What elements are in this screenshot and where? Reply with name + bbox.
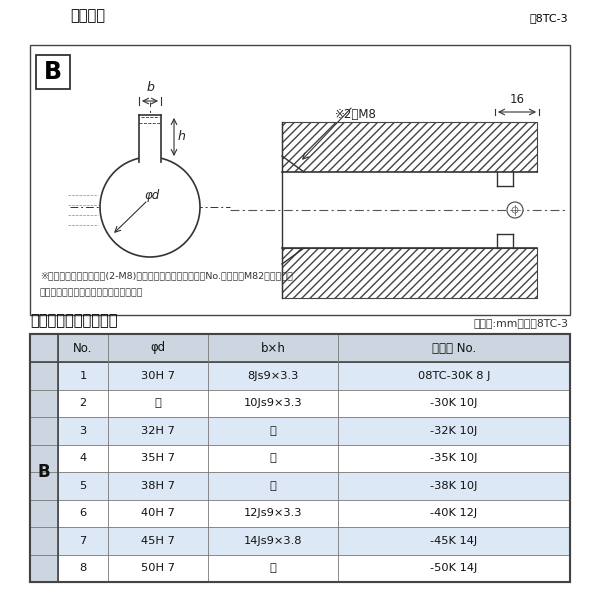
Text: 〃: 〃 <box>269 563 277 573</box>
Bar <box>58 417 570 445</box>
Text: 7: 7 <box>79 536 86 546</box>
Text: ※2－M8: ※2－M8 <box>335 108 377 121</box>
Bar <box>58 389 570 417</box>
Text: -32K 10J: -32K 10J <box>430 426 478 436</box>
Bar <box>30 334 570 582</box>
Text: 08TC-30K 8 J: 08TC-30K 8 J <box>418 371 490 381</box>
Bar <box>139 113 161 161</box>
Text: 32H 7: 32H 7 <box>141 426 175 436</box>
Text: φd: φd <box>151 341 166 355</box>
Circle shape <box>507 202 523 218</box>
Text: 4: 4 <box>79 453 86 463</box>
Text: 16: 16 <box>509 93 524 106</box>
Text: -38K 10J: -38K 10J <box>430 481 478 491</box>
Text: 〃: 〃 <box>269 481 277 491</box>
Text: 45H 7: 45H 7 <box>141 536 175 546</box>
Text: 14Js9×3.8: 14Js9×3.8 <box>244 536 302 546</box>
Bar <box>30 334 570 362</box>
Text: 10Js9×3.3: 10Js9×3.3 <box>244 398 302 408</box>
Text: 軸穴形状コード一覧表: 軸穴形状コード一覧表 <box>30 313 118 328</box>
Text: h: h <box>178 130 186 143</box>
Bar <box>30 334 570 582</box>
Text: 38H 7: 38H 7 <box>141 481 175 491</box>
Bar <box>58 362 570 389</box>
Text: 〃: 〃 <box>269 453 277 463</box>
Bar <box>58 445 570 472</box>
Text: -35K 10J: -35K 10J <box>430 453 478 463</box>
Text: コード No.: コード No. <box>432 341 476 355</box>
Text: B: B <box>38 463 50 481</box>
Text: -50K 14J: -50K 14J <box>430 563 478 573</box>
Bar <box>282 172 537 248</box>
Circle shape <box>100 157 200 257</box>
Text: 35H 7: 35H 7 <box>141 453 175 463</box>
Bar <box>30 45 570 315</box>
Bar <box>58 472 570 499</box>
Bar <box>282 248 537 298</box>
Text: （単位:mm）　表8TC-3: （単位:mm） 表8TC-3 <box>473 318 568 328</box>
Text: b: b <box>146 81 154 94</box>
Text: 〃: 〃 <box>155 398 161 408</box>
Text: φd: φd <box>145 188 160 202</box>
Text: No.: No. <box>73 341 92 355</box>
Text: 1: 1 <box>79 371 86 381</box>
Bar <box>58 527 570 554</box>
Bar <box>30 362 58 582</box>
Text: -30K 10J: -30K 10J <box>430 398 478 408</box>
Text: B: B <box>44 60 62 84</box>
Text: 〃: 〃 <box>269 426 277 436</box>
Text: 6: 6 <box>79 508 86 518</box>
Text: 図8TC-3: 図8TC-3 <box>529 13 568 23</box>
Circle shape <box>512 207 518 213</box>
Text: 2: 2 <box>79 398 86 408</box>
Text: -45K 14J: -45K 14J <box>430 536 478 546</box>
Text: （セットボルトは付属されています。）: （セットボルトは付属されています。） <box>40 288 143 297</box>
Bar <box>58 499 570 527</box>
Text: 30H 7: 30H 7 <box>141 371 175 381</box>
Text: 軸穴形状: 軸穴形状 <box>70 8 105 23</box>
Text: 50H 7: 50H 7 <box>141 563 175 573</box>
Bar <box>58 554 570 582</box>
Text: 3: 3 <box>79 426 86 436</box>
Bar <box>282 122 537 172</box>
Text: 5: 5 <box>79 481 86 491</box>
Text: 40H 7: 40H 7 <box>141 508 175 518</box>
Bar <box>36 55 70 89</box>
Text: ※セットボルト用タップ(2-M8)が必要な場合は右記コードNo.の末尾にM82を付ける。: ※セットボルト用タップ(2-M8)が必要な場合は右記コードNo.の末尾にM82を… <box>40 271 293 280</box>
Text: 8Js9×3.3: 8Js9×3.3 <box>247 371 299 381</box>
Text: -40K 12J: -40K 12J <box>430 508 478 518</box>
Text: b×h: b×h <box>260 341 286 355</box>
Text: 8: 8 <box>79 563 86 573</box>
Text: 12Js9×3.3: 12Js9×3.3 <box>244 508 302 518</box>
